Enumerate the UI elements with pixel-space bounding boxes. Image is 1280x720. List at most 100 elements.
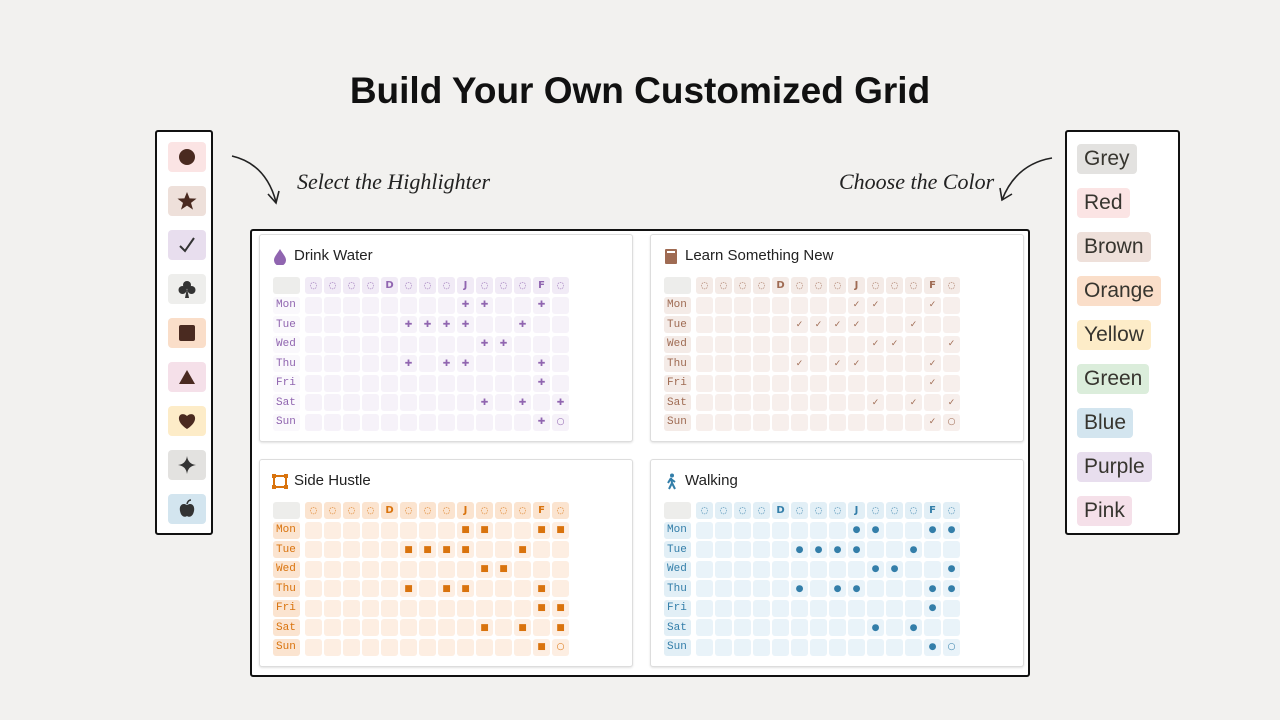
highlighter-triangle[interactable] — [168, 362, 206, 392]
grid-cell[interactable] — [457, 335, 474, 353]
grid-cell[interactable] — [495, 619, 512, 636]
grid-cell[interactable] — [829, 335, 846, 353]
color-option[interactable]: Orange — [1077, 276, 1162, 306]
grid-cell[interactable] — [753, 413, 770, 431]
grid-cell[interactable] — [476, 599, 493, 617]
grid-cell[interactable] — [734, 394, 751, 411]
color-option[interactable]: Green — [1077, 364, 1150, 394]
grid-cell[interactable] — [419, 560, 436, 578]
grid-cell[interactable] — [753, 521, 770, 539]
grid-cell[interactable] — [810, 335, 827, 353]
grid-cell[interactable] — [829, 296, 846, 314]
grid-cell[interactable] — [457, 560, 474, 578]
grid-cell[interactable] — [943, 541, 960, 558]
grid-cell[interactable] — [696, 599, 713, 617]
grid-cell[interactable] — [400, 638, 417, 656]
grid-cell[interactable] — [867, 599, 884, 617]
grid-cell[interactable] — [438, 619, 455, 636]
grid-cell[interactable] — [495, 316, 512, 333]
grid-cell[interactable] — [343, 394, 360, 411]
grid-cell[interactable] — [943, 355, 960, 372]
grid-cell[interactable] — [438, 296, 455, 314]
grid-cell[interactable]: ✓ — [924, 296, 941, 314]
grid-cell[interactable] — [791, 619, 808, 636]
grid-cell[interactable]: ✓ — [791, 316, 808, 333]
color-option[interactable]: Red — [1077, 188, 1130, 218]
grid-cell[interactable]: ○ — [943, 413, 960, 431]
grid-cell[interactable] — [476, 374, 493, 392]
grid-cell[interactable] — [438, 374, 455, 392]
grid-cell[interactable] — [829, 394, 846, 411]
grid-cell[interactable]: ● — [848, 541, 865, 558]
grid-cell[interactable] — [829, 599, 846, 617]
grid-cell[interactable] — [753, 541, 770, 558]
grid-cell[interactable]: ○ — [552, 413, 569, 431]
grid-cell[interactable] — [343, 355, 360, 372]
grid-cell[interactable] — [734, 335, 751, 353]
grid-cell[interactable] — [810, 619, 827, 636]
grid-cell[interactable] — [810, 355, 827, 372]
grid-cell[interactable] — [552, 335, 569, 353]
grid-cell[interactable] — [457, 619, 474, 636]
grid-cell[interactable]: ✚ — [533, 413, 550, 431]
grid-cell[interactable] — [324, 541, 341, 558]
grid-cell[interactable] — [753, 394, 770, 411]
grid-cell[interactable] — [753, 374, 770, 392]
grid-cell[interactable] — [886, 413, 903, 431]
grid-cell[interactable] — [381, 560, 398, 578]
grid-cell[interactable] — [753, 638, 770, 656]
grid-cell[interactable] — [324, 638, 341, 656]
grid-cell[interactable] — [943, 599, 960, 617]
grid-cell[interactable]: ○ — [552, 638, 569, 656]
grid-cell[interactable] — [810, 394, 827, 411]
grid-cell[interactable] — [810, 413, 827, 431]
grid-cell[interactable]: ● — [905, 541, 922, 558]
grid-cell[interactable]: ✚ — [419, 316, 436, 333]
grid-cell[interactable]: ✓ — [848, 355, 865, 372]
grid-cell[interactable] — [753, 335, 770, 353]
grid-cell[interactable] — [829, 560, 846, 578]
grid-cell[interactable] — [867, 316, 884, 333]
grid-cell[interactable] — [753, 316, 770, 333]
grid-cell[interactable]: ✓ — [924, 413, 941, 431]
grid-cell[interactable] — [343, 580, 360, 597]
grid-cell[interactable] — [943, 374, 960, 392]
grid-cell[interactable] — [495, 541, 512, 558]
grid-cell[interactable] — [381, 521, 398, 539]
grid-cell[interactable] — [381, 599, 398, 617]
grid-cell[interactable] — [381, 580, 398, 597]
grid-cell[interactable] — [715, 521, 732, 539]
grid-cell[interactable]: ■ — [514, 619, 531, 636]
grid-cell[interactable]: ✚ — [438, 316, 455, 333]
grid-cell[interactable] — [343, 521, 360, 539]
grid-cell[interactable] — [438, 335, 455, 353]
grid-cell[interactable]: ● — [943, 580, 960, 597]
grid-cell[interactable] — [381, 335, 398, 353]
grid-cell[interactable]: ✓ — [943, 335, 960, 353]
grid-cell[interactable] — [867, 374, 884, 392]
grid-cell[interactable]: ■ — [476, 560, 493, 578]
grid-cell[interactable] — [343, 541, 360, 558]
grid-cell[interactable] — [514, 638, 531, 656]
grid-cell[interactable] — [753, 599, 770, 617]
grid-cell[interactable] — [848, 619, 865, 636]
grid-cell[interactable]: ✚ — [457, 316, 474, 333]
grid-cell[interactable] — [476, 413, 493, 431]
grid-cell[interactable] — [495, 580, 512, 597]
grid-cell[interactable]: ✓ — [848, 296, 865, 314]
grid-cell[interactable] — [400, 560, 417, 578]
grid-cell[interactable] — [905, 355, 922, 372]
grid-cell[interactable] — [867, 541, 884, 558]
grid-cell[interactable] — [924, 560, 941, 578]
grid-cell[interactable] — [791, 335, 808, 353]
grid-cell[interactable]: ■ — [533, 580, 550, 597]
grid-cell[interactable]: ✚ — [495, 335, 512, 353]
grid-cell[interactable] — [753, 355, 770, 372]
grid-cell[interactable]: ✓ — [848, 316, 865, 333]
color-option[interactable]: Purple — [1077, 452, 1152, 482]
grid-cell[interactable] — [867, 355, 884, 372]
grid-cell[interactable] — [552, 296, 569, 314]
grid-cell[interactable] — [362, 560, 379, 578]
grid-cell[interactable] — [905, 521, 922, 539]
grid-cell[interactable] — [343, 638, 360, 656]
